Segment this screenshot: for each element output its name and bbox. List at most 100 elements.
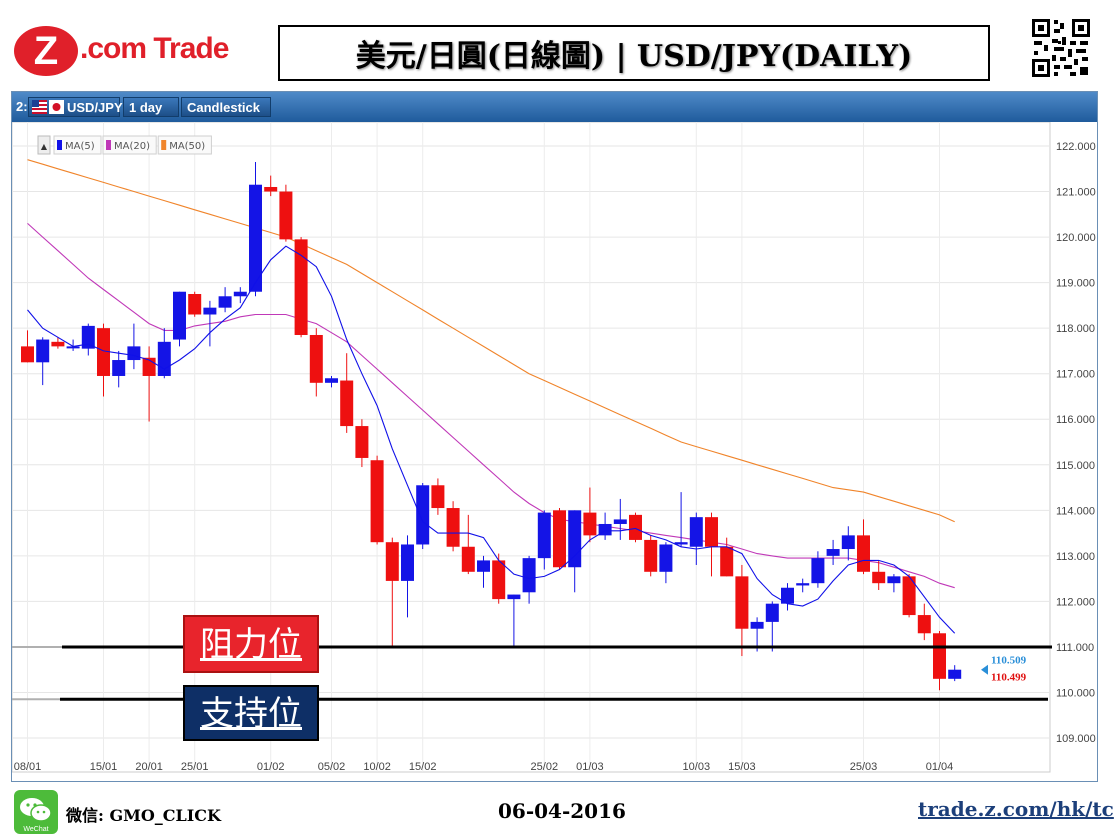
x-tick-label-0: 08/01 — [14, 761, 42, 773]
x-tick-label-7: 15/02 — [409, 761, 437, 773]
zcom-trade-logo: Z .com Trade — [14, 26, 254, 76]
chart-toolbar: 2: USD/JPY 1 day Candlestick — [12, 92, 1097, 122]
legend-label-2: MA(50) — [169, 141, 205, 152]
interval-button[interactable]: 1 day — [123, 97, 179, 117]
candle-body-57 — [887, 576, 901, 584]
legend-swatch-2 — [161, 140, 167, 150]
x-axis: 08/01 15/01 20/01 25/01 01/02 05/02 10/02 15/02… — [14, 761, 954, 773]
candle-body-55 — [857, 535, 870, 572]
candle-body-13 — [218, 296, 232, 308]
candle-body-11 — [188, 294, 202, 315]
candle-body-34 — [537, 512, 551, 559]
candle-body-50 — [781, 587, 794, 604]
x-tick-label-3: 25/01 — [181, 761, 209, 773]
interval-label: 1 day — [129, 100, 163, 115]
candle-body-15 — [249, 184, 262, 292]
x-tick-label-4: 01/02 — [257, 761, 285, 773]
x-tick-label-5: 05/02 — [318, 761, 346, 773]
logo-mark: Z — [14, 26, 78, 76]
candle-body-10 — [173, 291, 186, 340]
y-tick-label-8: 114.000 — [1056, 505, 1095, 517]
x-tick-label-11: 15/03 — [728, 761, 756, 773]
candle-body-36 — [568, 510, 582, 568]
symbol-button[interactable]: USD/JPY — [28, 97, 123, 117]
flag-icons — [32, 100, 64, 114]
y-tick-label-10: 112.000 — [1056, 596, 1095, 608]
candle-body-42 — [659, 544, 673, 572]
legend-item-0 — [53, 135, 102, 155]
candle-body-26 — [416, 485, 430, 545]
candle-body-9 — [157, 341, 171, 376]
candle-body-58 — [902, 576, 916, 616]
candle-body-31 — [492, 560, 506, 600]
candle-body-61 — [948, 669, 962, 679]
support-label: 支持位 — [183, 685, 319, 741]
x-tick-label-1: 15/01 — [90, 761, 118, 773]
legend-item-2 — [157, 135, 212, 155]
candle-body-29 — [461, 546, 475, 572]
resistance-label: 阻力位 — [183, 615, 319, 673]
candle-body-33 — [522, 558, 536, 593]
y-tick-label-13: 109.000 — [1056, 733, 1096, 745]
candle-body-45 — [705, 517, 718, 547]
legend-item-1 — [102, 135, 157, 155]
candle-body-53 — [826, 549, 840, 556]
qr-code-icon — [1030, 17, 1092, 79]
price-marker-icon — [981, 664, 988, 675]
y-tick-label-7: 115.000 — [1056, 460, 1095, 472]
symbol-label: USD/JPY — [67, 100, 123, 115]
logo-text: .com Trade — [80, 32, 229, 65]
website-link[interactable]: trade.z.com/hk/tc — [918, 797, 1114, 821]
candle-body-0 — [21, 346, 34, 363]
legend-toggle-icon: ▲ — [41, 142, 48, 151]
candle-body-19 — [309, 334, 323, 383]
ma5-line — [27, 245, 956, 634]
candle-body-21 — [340, 380, 354, 427]
y-tick-label-4: 118.000 — [1056, 323, 1095, 335]
candle-body-40 — [629, 514, 642, 540]
price-label-upper: 110.509 — [991, 655, 1027, 667]
x-tick-label-13: 01/04 — [926, 761, 954, 773]
legend-swatch-1 — [106, 140, 111, 150]
wechat-icon: WeChat — [14, 790, 58, 834]
x-tick-label-10: 10/03 — [683, 761, 711, 773]
ma50-line — [27, 159, 955, 523]
chart-legend: ▲ MA(5) MA(20) MA(50) — [37, 135, 212, 155]
candle-body-46 — [720, 546, 734, 577]
candle-body-35 — [553, 510, 566, 568]
candle-body-1 — [36, 339, 50, 363]
x-tick-label-9: 01/03 — [576, 761, 604, 773]
candle-body-41 — [644, 539, 658, 572]
y-tick-label-1: 121.000 — [1056, 187, 1096, 199]
candle-body-17 — [279, 191, 293, 240]
candle-body-38 — [598, 523, 612, 536]
price-label-lower: 110.499 — [991, 672, 1027, 684]
candle-body-7 — [127, 346, 141, 361]
candle-body-23 — [370, 460, 384, 543]
candle-body-47 — [735, 576, 749, 629]
chart-style-button[interactable]: Candlestick — [181, 97, 271, 117]
y-tick-label-2: 120.000 — [1056, 232, 1096, 244]
candle-body-16 — [264, 186, 278, 192]
candle-body-18 — [294, 239, 308, 335]
legend-swatch-0 — [57, 140, 62, 150]
candle-body-2 — [51, 341, 65, 347]
legend-toggle-button[interactable] — [37, 135, 51, 155]
wechat-badge: WeChat — [23, 826, 48, 833]
candle-body-6 — [112, 360, 126, 376]
x-tick-label-8: 25/02 — [531, 761, 559, 773]
candle-body-22 — [355, 426, 369, 458]
title-box: 美元/日圓(日線圖) | USD/JPY(DAILY) — [278, 25, 990, 81]
y-tick-label-11: 111.000 — [1056, 642, 1094, 654]
candle-body-60 — [933, 633, 946, 679]
chart-index: 2: — [16, 99, 28, 114]
candles — [21, 161, 962, 691]
candle-body-59 — [917, 615, 931, 634]
candle-body-14 — [233, 291, 247, 297]
legend-label-0: MA(5) — [65, 141, 95, 152]
candle-body-37 — [583, 512, 597, 536]
page-title: 美元/日圓(日線圖) | USD/JPY(DAILY) — [355, 39, 913, 74]
y-tick-label-12: 110.000 — [1056, 687, 1095, 699]
wechat-id: 微信: GMO_CLICK — [66, 806, 221, 825]
candle-body-51 — [796, 583, 810, 586]
